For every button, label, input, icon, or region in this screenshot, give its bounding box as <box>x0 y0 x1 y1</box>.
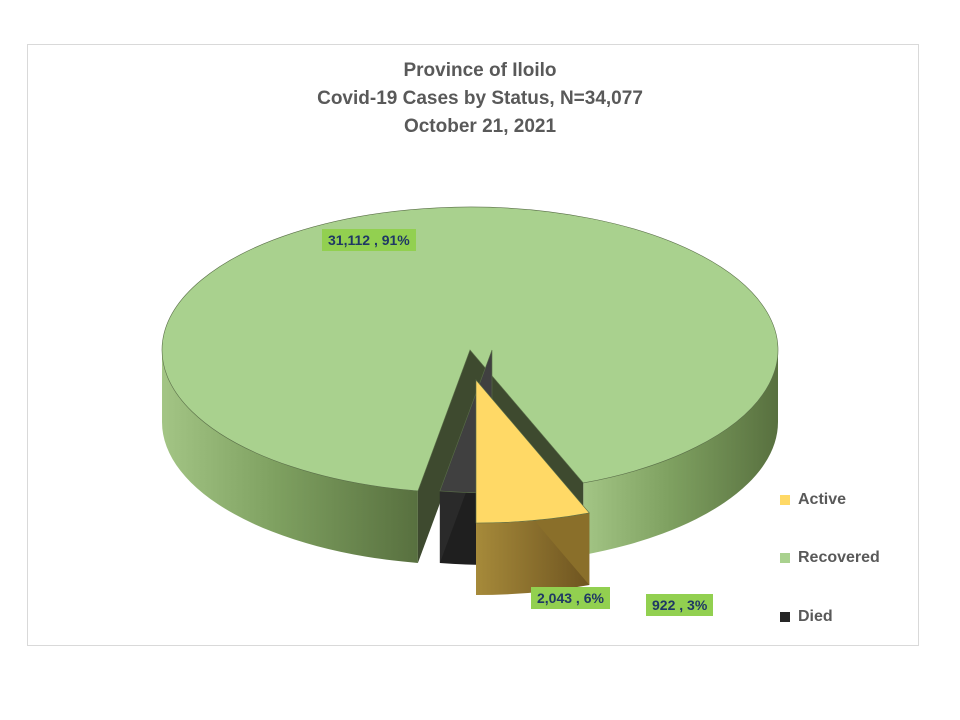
legend-swatch-died <box>780 612 790 622</box>
pie-cut-recovered-0 <box>417 350 470 563</box>
pie-side-recovered <box>162 350 418 563</box>
data-label-recovered: 31,112 , 91% <box>322 229 416 251</box>
chart-subtitle: Covid-19 Cases by Status, N=34,077 <box>317 88 643 109</box>
legend-item-died: Died <box>780 607 833 627</box>
legend-item-recovered: Recovered <box>780 548 880 568</box>
chart-date: October 21, 2021 <box>403 116 557 137</box>
legend-label-died: Died <box>798 608 833 625</box>
data-label-active: 2,043 , 6% <box>531 587 610 609</box>
legend-item-active: Active <box>780 490 846 510</box>
data-label-died: 922 , 3% <box>646 594 714 616</box>
legend-label-recovered: Recovered <box>798 549 880 566</box>
pie-side-recovered <box>583 350 778 555</box>
legend-swatch-recovered <box>780 553 790 563</box>
legend-label-active: Active <box>798 491 847 508</box>
legend-swatch-active <box>780 495 790 505</box>
chart-title: Province of Iloilo <box>403 60 557 81</box>
pie-slice-active <box>475 379 590 524</box>
pie-slice-recovered <box>161 206 779 492</box>
